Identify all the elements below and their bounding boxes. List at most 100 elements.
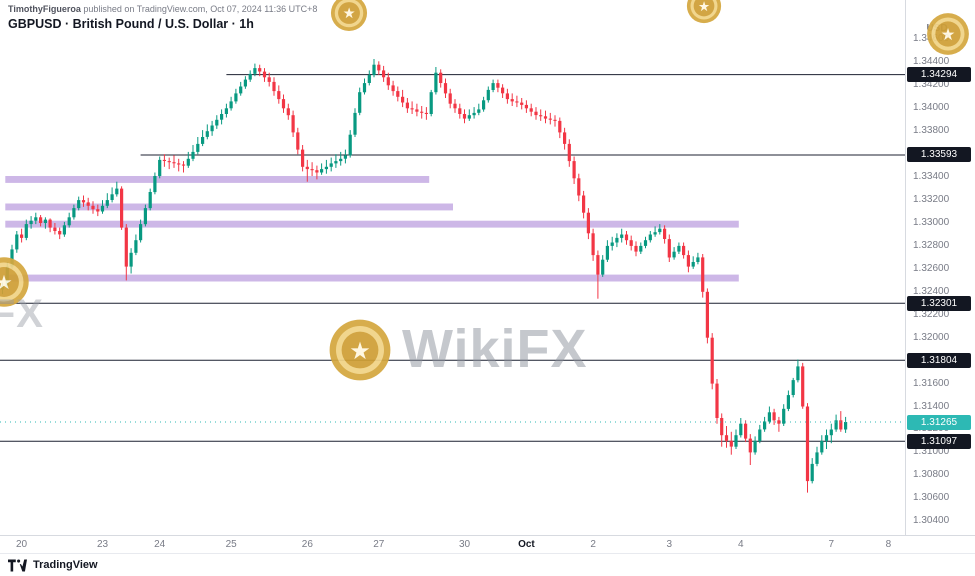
- price-tick: 1.32800: [913, 239, 950, 251]
- author-name: TimothyFigueroa: [8, 4, 81, 14]
- tradingview-brand-text[interactable]: TradingView: [33, 559, 98, 571]
- candle: [62, 221, 66, 237]
- supply-demand-zone: [5, 203, 454, 211]
- time-label: Oct: [518, 539, 535, 550]
- candle: [362, 78, 367, 95]
- candle: [353, 108, 357, 137]
- candle: [844, 416, 848, 433]
- candle: [386, 72, 390, 90]
- candle: [777, 416, 781, 432]
- candle: [543, 110, 548, 124]
- candle: [758, 424, 762, 444]
- time-label: 23: [96, 539, 109, 550]
- candle: [420, 106, 424, 119]
- candle: [139, 219, 143, 243]
- candle: [377, 61, 381, 75]
- candle: [462, 109, 467, 124]
- time-label: 8: [885, 539, 892, 550]
- price-level-badge: 1.32301: [907, 295, 971, 311]
- candle: [77, 196, 81, 211]
- candle: [72, 204, 76, 220]
- candle: [715, 379, 719, 424]
- candle: [272, 77, 276, 96]
- candle: [567, 139, 571, 167]
- candle: [224, 103, 228, 118]
- candle: [701, 254, 705, 298]
- time-label: 24: [154, 539, 166, 550]
- candle: [734, 429, 738, 449]
- candle: [334, 154, 338, 168]
- candle: [563, 127, 567, 150]
- candle: [515, 95, 519, 108]
- candle: [753, 436, 757, 455]
- candle: [834, 414, 838, 432]
- candle: [634, 241, 638, 257]
- symbol-title: GBPUSD · British Pound / U.S. Dollar · 1…: [8, 17, 254, 31]
- candle: [96, 204, 100, 217]
- candle: [305, 159, 309, 182]
- price-tick: 1.30600: [913, 492, 950, 504]
- candle: [472, 107, 476, 119]
- price-tick: 1.34400: [913, 56, 950, 68]
- time-axis[interactable]: 20 23 24 25 26 27 30 Oct 2 3 4 7 8: [0, 535, 975, 554]
- candle: [682, 242, 686, 259]
- candle: [172, 155, 176, 168]
- candle: [539, 109, 543, 121]
- chart-area[interactable]: [0, 0, 906, 535]
- candle: [429, 89, 433, 117]
- candle: [34, 212, 38, 225]
- candle: [339, 151, 343, 166]
- candle: [15, 231, 19, 253]
- candle: [286, 103, 290, 120]
- candle: [0, 282, 5, 295]
- candle: [553, 115, 557, 127]
- candle: [443, 78, 448, 98]
- candle: [744, 420, 748, 443]
- candle: [315, 165, 319, 180]
- candle: [534, 107, 538, 120]
- candle: [782, 404, 786, 426]
- candle: [343, 149, 347, 164]
- candle: [48, 218, 52, 233]
- time-label: 26: [301, 539, 313, 550]
- candle: [705, 288, 709, 344]
- candle: [81, 195, 86, 207]
- candle: [815, 446, 819, 467]
- candle: [415, 103, 419, 117]
- candle: [134, 234, 138, 256]
- candle: [510, 93, 514, 106]
- candle: [301, 145, 305, 172]
- candle: [186, 151, 190, 168]
- price-tick: 1.32000: [913, 331, 950, 343]
- price-tick: 1.32600: [913, 262, 950, 274]
- candle: [105, 193, 109, 209]
- candle: [686, 250, 690, 273]
- candle: [262, 68, 267, 82]
- candle: [615, 233, 619, 248]
- candle: [577, 173, 581, 202]
- price-tick: 1.34600: [913, 33, 950, 45]
- candle: [91, 201, 95, 214]
- candle: [281, 94, 286, 113]
- time-label: 3: [666, 539, 673, 550]
- price-tick: 1.34000: [913, 102, 950, 114]
- candle: [448, 88, 452, 109]
- candle: [496, 79, 500, 93]
- candle: [391, 80, 395, 96]
- price-level-badge: 1.31097: [907, 433, 971, 449]
- supply-demand-zone: [5, 220, 739, 228]
- candle: [772, 408, 776, 425]
- candle: [596, 250, 600, 299]
- tradingview-logo-icon: [8, 558, 27, 572]
- candle: [482, 96, 486, 112]
- candle: [805, 403, 810, 493]
- candle: [401, 89, 405, 108]
- candle: [43, 217, 47, 229]
- price-axis[interactable]: 1.34600 1.34400 1.34200 1.34000 1.33800 1.334…: [906, 0, 975, 535]
- candle: [796, 359, 800, 383]
- candle: [505, 88, 509, 104]
- candle: [677, 242, 681, 254]
- candle: [839, 411, 843, 432]
- candle: [801, 362, 805, 409]
- candle: [329, 157, 333, 172]
